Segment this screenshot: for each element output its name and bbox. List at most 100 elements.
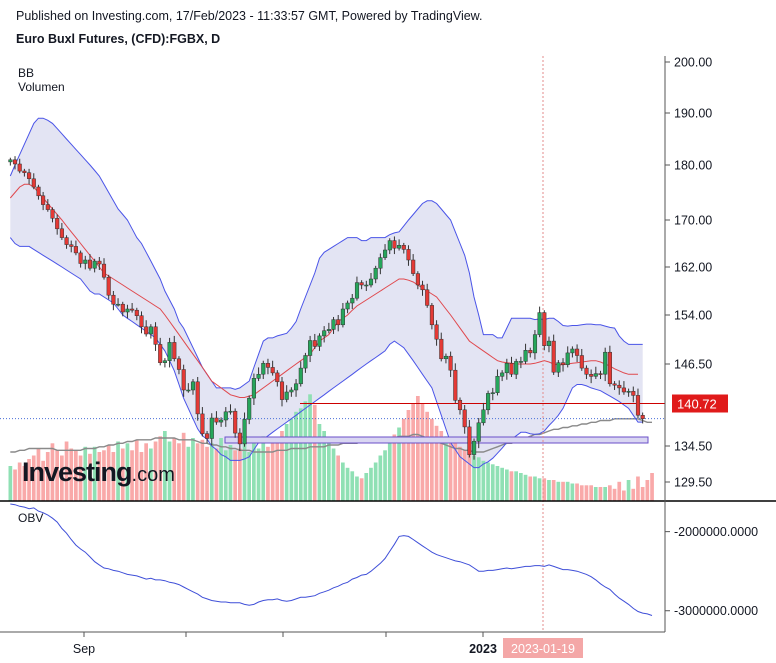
candle-body [490, 392, 495, 394]
volume-bar [439, 431, 444, 501]
candle-body [172, 342, 177, 359]
candle-body [41, 195, 46, 205]
volume-bar [565, 481, 570, 502]
volume-bar [387, 443, 392, 502]
volume-bar [416, 396, 420, 501]
volume-bar [458, 446, 462, 502]
candle-body [50, 209, 55, 219]
candle-body [411, 259, 416, 274]
candle-body [45, 204, 50, 210]
candle-body [87, 259, 93, 269]
time-axis-label: Sep [73, 642, 95, 656]
volume-bar [195, 443, 200, 502]
volume-bar [238, 448, 242, 501]
candle-body [27, 172, 32, 179]
volume-bar [472, 455, 476, 501]
candle-body [621, 387, 626, 393]
candle-body [532, 334, 538, 354]
volume-bar [547, 480, 551, 501]
candle-body [354, 282, 360, 299]
candle-body [383, 249, 388, 258]
volume-bar [223, 450, 228, 502]
volume-bar [275, 438, 280, 501]
candle-body [401, 245, 406, 250]
volume-bar [430, 418, 434, 502]
candle-body [640, 415, 645, 419]
volume-bar [22, 466, 27, 501]
candle-body [561, 362, 566, 365]
volume-indicator-label[interactable]: Volumen [18, 80, 65, 94]
volume-bar [27, 459, 31, 501]
candle-body [556, 362, 561, 373]
volume-bar [556, 481, 561, 502]
candle-body [579, 355, 584, 369]
volume-bar [645, 480, 650, 501]
volume-bar [64, 441, 69, 501]
candle-body [256, 374, 261, 379]
candle-body [476, 422, 481, 442]
candle-body [186, 389, 191, 392]
candle-body [247, 397, 252, 420]
volume-bar [17, 462, 22, 501]
bb-upper-line [9, 117, 643, 390]
volume-bar [55, 450, 59, 502]
candle-body [340, 308, 345, 326]
candle-body [195, 381, 200, 415]
volume-bar [462, 450, 467, 502]
candle-body [509, 363, 514, 375]
volume-bar [289, 418, 294, 502]
candle-body [31, 178, 36, 188]
volume-bar [177, 443, 181, 502]
candle-body [69, 244, 74, 247]
candle-body [462, 409, 467, 428]
candle-body [612, 383, 617, 386]
candle-body [242, 419, 247, 445]
candle-body [322, 330, 327, 337]
candle-body [223, 411, 228, 421]
volume-bar [345, 467, 350, 502]
candle-body [406, 249, 411, 261]
volume-bar [364, 473, 369, 501]
candle-body [219, 419, 224, 423]
volume-bar [369, 467, 373, 502]
candle-body [134, 309, 139, 316]
obv-indicator-label[interactable]: OBV [18, 511, 44, 525]
candle-body [415, 273, 420, 286]
support-zone-rect[interactable] [224, 436, 649, 444]
volume-bar [551, 480, 556, 501]
volume-bar [589, 485, 593, 502]
volume-bar [523, 474, 528, 502]
candle-body [331, 319, 336, 330]
candle-body [457, 399, 463, 411]
volume-bar [8, 466, 13, 501]
candle-body [17, 163, 22, 172]
volume-bar [92, 446, 97, 502]
volume-bar [97, 452, 102, 501]
volume-bar [411, 403, 415, 501]
price-axis-label: 200.00 [674, 56, 712, 70]
volume-bar [617, 481, 622, 502]
volume-bar [598, 487, 603, 501]
volume-bar [149, 448, 153, 501]
bb-indicator-label[interactable]: BB [18, 66, 35, 80]
volume-bar [401, 418, 406, 502]
candle-body [607, 351, 612, 385]
candle-body [303, 355, 308, 369]
volume-bar [397, 427, 401, 501]
volume-bar [181, 432, 186, 502]
candle-body [120, 303, 125, 313]
candle-body [55, 218, 60, 230]
volume-bar [650, 473, 654, 501]
candle-body [12, 159, 18, 165]
candle-body [373, 267, 378, 280]
candle-body [635, 395, 641, 416]
volume-bar [514, 471, 518, 502]
volume-bar [298, 408, 303, 502]
candle-body [439, 338, 444, 360]
volume-bar [486, 462, 490, 501]
volume-bar [341, 462, 345, 501]
candle-body [167, 342, 172, 361]
volume-bar [481, 460, 486, 502]
candle-body [589, 374, 594, 377]
